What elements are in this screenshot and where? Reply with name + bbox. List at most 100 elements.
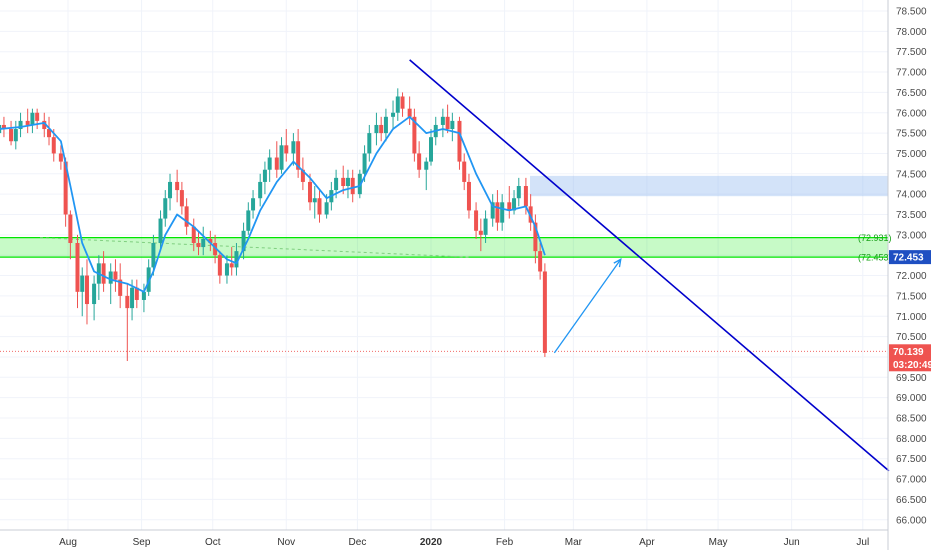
candle-body [334,177,339,191]
candle-body [58,153,63,162]
candle-body [262,169,267,182]
y-tick-label: 74.000 [896,190,927,201]
candle-body [395,96,400,113]
candle-body [201,238,206,248]
y-tick-label: 76.500 [896,88,927,99]
candle-body [440,116,445,125]
projection-arrow-line [553,258,622,354]
x-tick-label: Oct [205,537,221,548]
x-tick-label: May [709,537,728,548]
candle-body [241,230,246,252]
candle-body [213,242,218,256]
candle-body [445,116,450,130]
y-tick-label: 67.500 [896,454,927,465]
candle-body [429,137,433,162]
candle-body [345,177,350,187]
y-tick-label: 73.500 [896,210,927,221]
candle-body [75,242,80,292]
candle-body [47,129,52,138]
y-tick-label: 68.000 [896,434,927,445]
x-tick-label: Apr [639,537,655,548]
candle-body [300,169,305,182]
candle-body [163,198,168,219]
level-price-badge: 72.453 [893,253,924,264]
moving-average [0,115,546,293]
candle-body [191,226,196,243]
candle-body [158,218,163,243]
candle-body [407,108,412,117]
current-price-badge: 70.139 [893,347,924,358]
candle-body [80,275,85,292]
support-zone [0,237,888,258]
y-tick-label: 77.000 [896,68,927,79]
zone-top-level-label: (72.931) [858,233,892,243]
level-price-badge-bg [889,250,931,265]
y-tick-label: 78.000 [896,27,927,38]
y-tick-label: 77.500 [896,47,927,58]
candle-body [374,124,379,134]
time-axis: Aug Sep Oct Nov Dec 2020 Feb Mar Apr May Jun Jul [0,529,888,548]
candle-body [291,141,296,154]
candle-body [424,161,429,170]
price-labels: (72.931) (72.453) 72.453 70.139 03:20:49 [858,233,932,372]
candle-body [9,129,14,142]
x-tick-label: Sep [133,537,151,548]
candle-body [196,242,201,248]
candle-body [234,251,239,268]
candle-body [478,230,483,235]
x-tick-label: Feb [496,537,514,548]
candle-body [357,173,362,195]
candle-body [184,206,189,227]
moving-average-line [0,115,546,293]
candle-body [1,124,6,130]
countdown-badge: 03:20:49 [893,360,932,371]
descending-trendline [409,59,890,472]
candle-body [51,137,56,154]
grid [0,0,888,530]
candle-body [258,181,263,199]
candle-body [208,238,213,243]
y-tick-label: 75.500 [896,129,927,140]
candle-body [25,120,30,125]
candle-body [84,275,89,305]
x-tick-label: Mar [565,537,583,548]
y-tick-label: 74.500 [896,169,927,180]
x-tick-label: 2020 [420,537,443,548]
candle-body [130,287,135,309]
drawing-lines [409,59,890,472]
resistance-zone [530,175,888,197]
candle-body [125,295,130,309]
y-tick-label: 67.000 [896,475,927,486]
candles [0,88,547,362]
candle-body [229,263,234,268]
candle-body [507,202,512,211]
candle-body [341,177,346,187]
candle-body [296,141,301,170]
candle-body [512,198,517,211]
candle-body [523,186,528,207]
candle-body [379,124,384,134]
candle-body [483,218,488,235]
y-tick-label: 69.500 [896,373,927,384]
y-tick-label: 66.500 [896,495,927,506]
x-tick-label: Aug [59,537,77,548]
candle-body [68,214,73,243]
zones [0,175,888,258]
candle-body [412,116,417,154]
y-tick-label: 66.000 [896,515,927,526]
candle-body [542,271,547,353]
candle-body [450,120,455,130]
y-tick-label: 78.500 [896,7,927,18]
y-tick-label: 68.500 [896,414,927,425]
candle-body [538,251,543,272]
y-tick-label: 75.000 [896,149,927,160]
current-price-badge-bg [889,344,931,359]
x-tick-label: Jun [784,537,800,548]
candle-body [308,181,312,203]
candle-body [495,202,500,223]
candle-body [417,153,422,170]
candle-body [113,271,118,280]
candle-body [251,198,256,211]
countdown-badge-bg [889,357,931,372]
